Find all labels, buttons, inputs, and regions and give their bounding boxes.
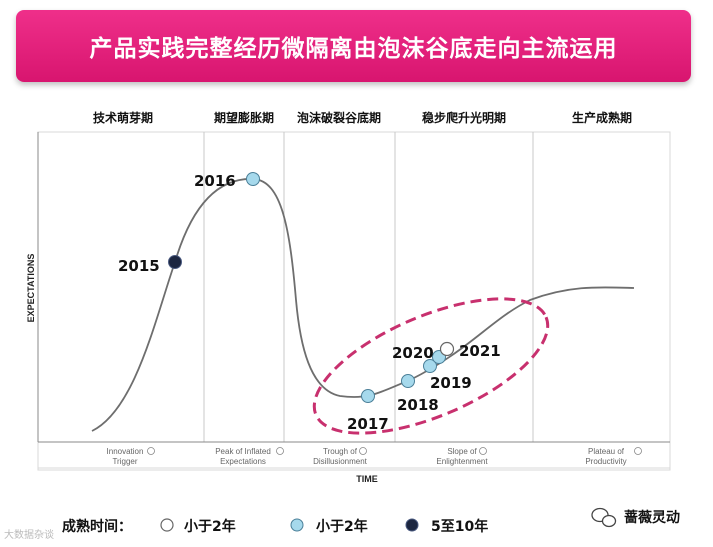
phase-label-3: 泡沫破裂谷底期: [297, 110, 381, 125]
phase-footer-2: Peak of Inflated Expectations: [215, 447, 284, 466]
phase-footer-3-line2: Disillusionment: [313, 457, 368, 466]
year-label-2020: 2020: [392, 344, 434, 362]
info-icon: [359, 447, 367, 455]
point-2015: [168, 255, 182, 269]
plot-frame: [37, 131, 671, 471]
phase-footer-1-line2: Trigger: [112, 457, 137, 466]
x-axis-label: TIME: [356, 474, 378, 484]
point-2018: [401, 374, 415, 388]
year-label-2016: 2016: [194, 172, 236, 190]
phase-footer-1-line1: Innovation: [107, 447, 144, 456]
phase-label-1: 技术萌芽期: [93, 110, 153, 125]
info-icon: [147, 447, 155, 455]
data-points: [168, 172, 455, 403]
year-label-2015: 2015: [118, 257, 160, 275]
legend-label-3: 5至10年: [431, 518, 488, 535]
year-label-2019: 2019: [430, 374, 472, 392]
legend-label-1: 小于2年: [184, 518, 236, 535]
phase-footer-4-line2: Enlightenment: [436, 457, 488, 466]
legend-label-2: 小于2年: [316, 518, 368, 535]
phase-footer-5-line2: Productivity: [585, 457, 626, 466]
legend-swatch-navy: [405, 518, 419, 532]
brand: 蔷薇灵动: [591, 507, 680, 528]
y-axis-label: EXPECTATIONS: [26, 254, 36, 323]
phase-footer-4-line1: Slope of: [447, 447, 477, 456]
phase-footer-2-line2: Expectations: [220, 457, 266, 466]
brand-name: 蔷薇灵动: [624, 509, 680, 526]
point-2016: [246, 172, 260, 186]
year-label-2018: 2018: [397, 396, 439, 414]
legend-swatch-white: [160, 518, 174, 532]
phase-label-4: 稳步爬升光明期: [422, 110, 506, 125]
phase-footer-4: Slope of Enlightenment: [436, 447, 488, 466]
phase-label-2: 期望膨胀期: [214, 110, 274, 125]
wechat-icon: [591, 507, 617, 528]
phase-footer-3-line1: Trough of: [323, 447, 358, 456]
legend-swatch-lightblue: [290, 518, 304, 532]
phase-footer-2-line1: Peak of Inflated: [215, 447, 271, 456]
phase-label-5: 生产成熟期: [572, 110, 632, 125]
phase-footer-5: Plateau of Productivity: [585, 447, 642, 466]
point-2019: [423, 359, 437, 373]
phase-footer-1: Innovation Trigger: [107, 447, 155, 466]
title-banner: 产品实践完整经历微隔离由泡沫谷底走向主流运用: [16, 10, 691, 82]
legend-title: 成熟时间：: [62, 518, 132, 535]
point-2017: [361, 389, 375, 403]
watermark: 大数据杂谈: [4, 528, 54, 541]
year-label-2017: 2017: [347, 415, 389, 433]
point-2021: [439, 341, 455, 357]
info-icon: [634, 447, 642, 455]
info-icon: [276, 447, 284, 455]
highlight-ellipse: [312, 297, 550, 435]
year-label-2021: 2021: [459, 342, 501, 360]
phase-footer-3: Trough of Disillusionment: [313, 447, 368, 466]
legend: 成熟时间： 小于2年 小于2年 5至10年: [62, 518, 488, 535]
phase-footer-5-line1: Plateau of: [588, 447, 625, 456]
info-icon: [479, 447, 487, 455]
page-title: 产品实践完整经历微隔离由泡沫谷底走向主流运用: [89, 36, 618, 62]
